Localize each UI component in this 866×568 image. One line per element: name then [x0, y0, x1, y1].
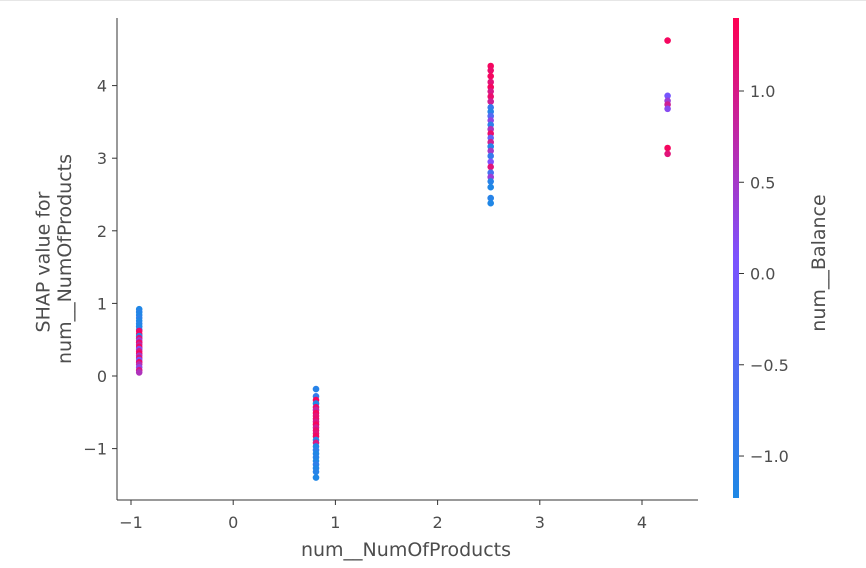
data-point [487, 178, 495, 185]
y-tick-label: 0 [97, 367, 107, 386]
data-point [487, 67, 495, 74]
data-point [664, 150, 671, 158]
x-tick-label: 3 [535, 513, 545, 532]
data-point [664, 37, 671, 44]
x-tick-label: −1 [119, 513, 143, 532]
data-point [487, 194, 495, 202]
data-point [487, 183, 495, 191]
data-point [664, 92, 671, 100]
colorbar-label: num__Balance [808, 194, 830, 331]
x-tick-label: 0 [228, 513, 238, 532]
x-axis-ticks: −1 0 1 2 3 4 [119, 500, 647, 532]
colorbar [733, 18, 739, 498]
colorbar-ticks: −1.0 −0.5 0.0 0.5 1.0 [739, 82, 789, 466]
y-axis-label-line-1: SHAP value for [32, 191, 54, 332]
data-point [487, 147, 495, 155]
data-point [135, 369, 143, 376]
y-axis-ticks: −1 0 1 2 3 4 [83, 77, 117, 459]
data-point [487, 163, 495, 171]
top-border [0, 0, 866, 1]
y-tick-label: 2 [97, 222, 107, 241]
data-point [487, 88, 495, 95]
data-point [487, 93, 495, 100]
y-tick-label: −1 [83, 440, 107, 459]
x-tick-label: 1 [330, 513, 340, 532]
colorbar-tick-label: 0.0 [750, 265, 775, 284]
y-tick-label: 1 [97, 294, 107, 313]
colorbar-tick-label: −0.5 [750, 356, 789, 375]
data-point [312, 385, 320, 393]
data-point [664, 144, 671, 152]
colorbar-tick-label: 0.5 [750, 173, 775, 192]
data-point [487, 78, 495, 86]
x-axis-label: num__NumOfProducts [301, 539, 511, 561]
scatter-points [135, 37, 671, 481]
data-point [664, 105, 671, 113]
y-tick-label: 3 [97, 149, 107, 168]
data-point [487, 152, 495, 160]
x-tick-label: 4 [637, 513, 647, 532]
colorbar-tick-label: 1.0 [750, 82, 775, 101]
data-point [487, 72, 495, 80]
data-point [487, 199, 495, 207]
data-point [487, 98, 495, 105]
y-axis-label: SHAP value for num__NumOfProducts [32, 154, 76, 364]
x-tick-label: 2 [433, 513, 443, 532]
data-point [487, 158, 495, 166]
y-tick-label: 4 [97, 77, 107, 96]
data-point [312, 474, 320, 481]
colorbar-tick-label: −1.0 [750, 447, 789, 466]
y-axis-label-line-2: num__NumOfProducts [54, 154, 76, 364]
data-point [312, 468, 320, 476]
